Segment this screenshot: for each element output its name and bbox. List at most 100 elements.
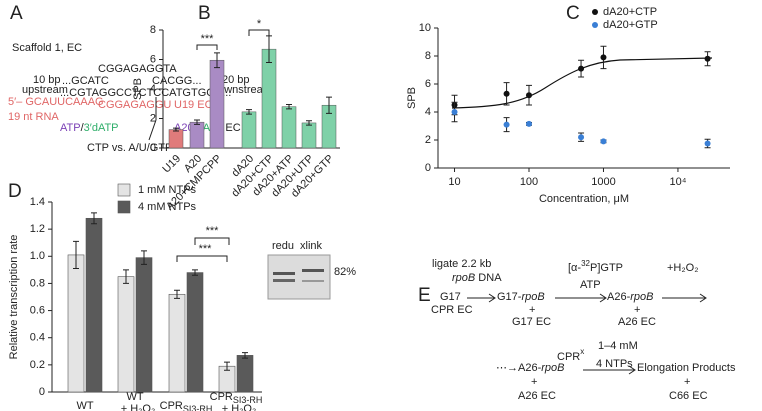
x-tick-label: 1000 <box>591 176 615 188</box>
step-label: +H₂O₂ <box>667 262 698 274</box>
category-text: WT <box>76 400 93 411</box>
error-bar <box>141 250 147 265</box>
x-tick-note: + H₂O₂ <box>222 403 257 411</box>
gel-band <box>273 272 295 275</box>
significance-bracket <box>248 29 270 36</box>
gel <box>267 254 331 300</box>
x-tick-label: 100 <box>520 176 538 188</box>
y-axis-label: Relative transcription rate <box>8 235 20 360</box>
y-tick-label: 0 <box>39 386 45 398</box>
gel-band <box>302 269 324 272</box>
species: Elongation Products <box>637 362 736 374</box>
text: rpoB <box>521 291 544 303</box>
length-label: 20 bp <box>222 74 250 86</box>
species: CPR EC <box>431 304 473 316</box>
text: rpoB <box>630 291 653 303</box>
error-bar <box>306 120 312 126</box>
sequence: CACGG... <box>152 75 202 87</box>
step-label: rpoB DNA <box>452 272 502 284</box>
panel-a: Scaffold 1, EC CGGAGAGGTA 10 bp upstream… <box>8 42 272 154</box>
text: 32 <box>581 259 590 268</box>
y-tick-label: 4 <box>150 83 156 95</box>
data-point <box>503 90 510 97</box>
legend-marker <box>592 9 598 15</box>
x-tick-label: CPRSI3-RH <box>210 391 263 405</box>
y-tick-label: 0.4 <box>30 332 45 344</box>
step-label: [α-32P]GTP <box>568 259 623 274</box>
step-label: 4 NTPs <box>596 358 633 370</box>
bar <box>168 129 184 149</box>
complex-label: A20/dA20 EC <box>174 122 241 134</box>
legend-label: 4 mM NTPs <box>138 201 197 213</box>
bar <box>67 254 85 393</box>
y-tick-label: 0 <box>150 142 156 154</box>
error-bar <box>266 35 272 63</box>
fit-curve <box>451 57 713 109</box>
y-tick-label: 0.6 <box>30 304 45 316</box>
data-point <box>451 109 458 115</box>
bar <box>189 121 205 149</box>
category-text: CPR <box>210 391 233 403</box>
legend-label: dA20+CTP <box>603 6 657 18</box>
bar <box>236 355 254 393</box>
arrow <box>467 293 496 303</box>
species: G17 <box>440 291 461 303</box>
complex-label: U19 EC <box>174 99 213 111</box>
significance-bracket <box>194 237 230 245</box>
sequence: ...CGTAGGCCTCTCCATGTGCC... <box>60 87 231 99</box>
error-bar <box>286 103 292 110</box>
x-tick-label: WT <box>126 391 143 403</box>
significance: *** <box>206 225 220 237</box>
rna-sequence: 5′– GCAUUCAAAG <box>8 96 104 108</box>
gel-band <box>302 280 324 282</box>
x-tick-label: U19 <box>160 153 183 176</box>
x-tick-label: 10 <box>448 176 460 188</box>
error-bar <box>123 269 129 284</box>
scaffold-title: Scaffold 1, EC <box>12 42 82 54</box>
y-tick-label: 8 <box>425 50 431 62</box>
bar <box>241 111 257 149</box>
length-label: 10 bp <box>33 74 61 86</box>
data-point <box>600 54 607 61</box>
text: x <box>580 347 584 356</box>
significance-bracket <box>176 255 228 262</box>
category-subscript: SI3-RH <box>233 395 263 405</box>
bar <box>261 48 277 149</box>
y-tick-label: 2 <box>425 134 431 146</box>
significance: * <box>257 18 262 30</box>
bar <box>209 59 225 149</box>
nucleotide-label: ATP/3′dATP <box>60 122 119 134</box>
direction-label: downstream <box>212 84 272 96</box>
data-point <box>503 121 510 128</box>
step-label: ATP <box>580 279 601 291</box>
plus: + <box>529 304 535 316</box>
data-point <box>578 134 585 141</box>
text: rpoB <box>452 272 475 284</box>
y-tick-label: 4 <box>425 106 431 118</box>
significance: *** <box>199 243 213 255</box>
legend-label: dA20+GTP <box>603 19 658 31</box>
arrow <box>583 365 636 375</box>
species: G17-rpoB <box>497 291 545 303</box>
text: ATP <box>60 122 81 134</box>
y-tick-label: 1.0 <box>30 250 45 262</box>
x-tick-label: 10⁴ <box>669 176 686 188</box>
legend-marker <box>592 22 598 28</box>
error-bar <box>173 127 179 132</box>
error-bar <box>192 269 198 276</box>
data-point <box>704 140 711 147</box>
category-subscript: SI3-RH <box>183 404 213 411</box>
y-tick-label: 1.2 <box>30 223 45 235</box>
error-bar <box>242 352 248 359</box>
legend-label: 1 mM NTPs <box>138 184 197 196</box>
step-label: ligate 2.2 kb <box>432 258 491 270</box>
data-point <box>525 120 532 127</box>
error-bar <box>326 96 332 114</box>
data-point <box>578 65 585 72</box>
y-tick-label: 0.2 <box>30 359 45 371</box>
legend-swatch <box>117 183 131 197</box>
text: CPR <box>557 351 580 363</box>
site-marker <box>148 119 157 141</box>
plus: + <box>531 376 537 388</box>
text: G17- <box>497 291 522 303</box>
